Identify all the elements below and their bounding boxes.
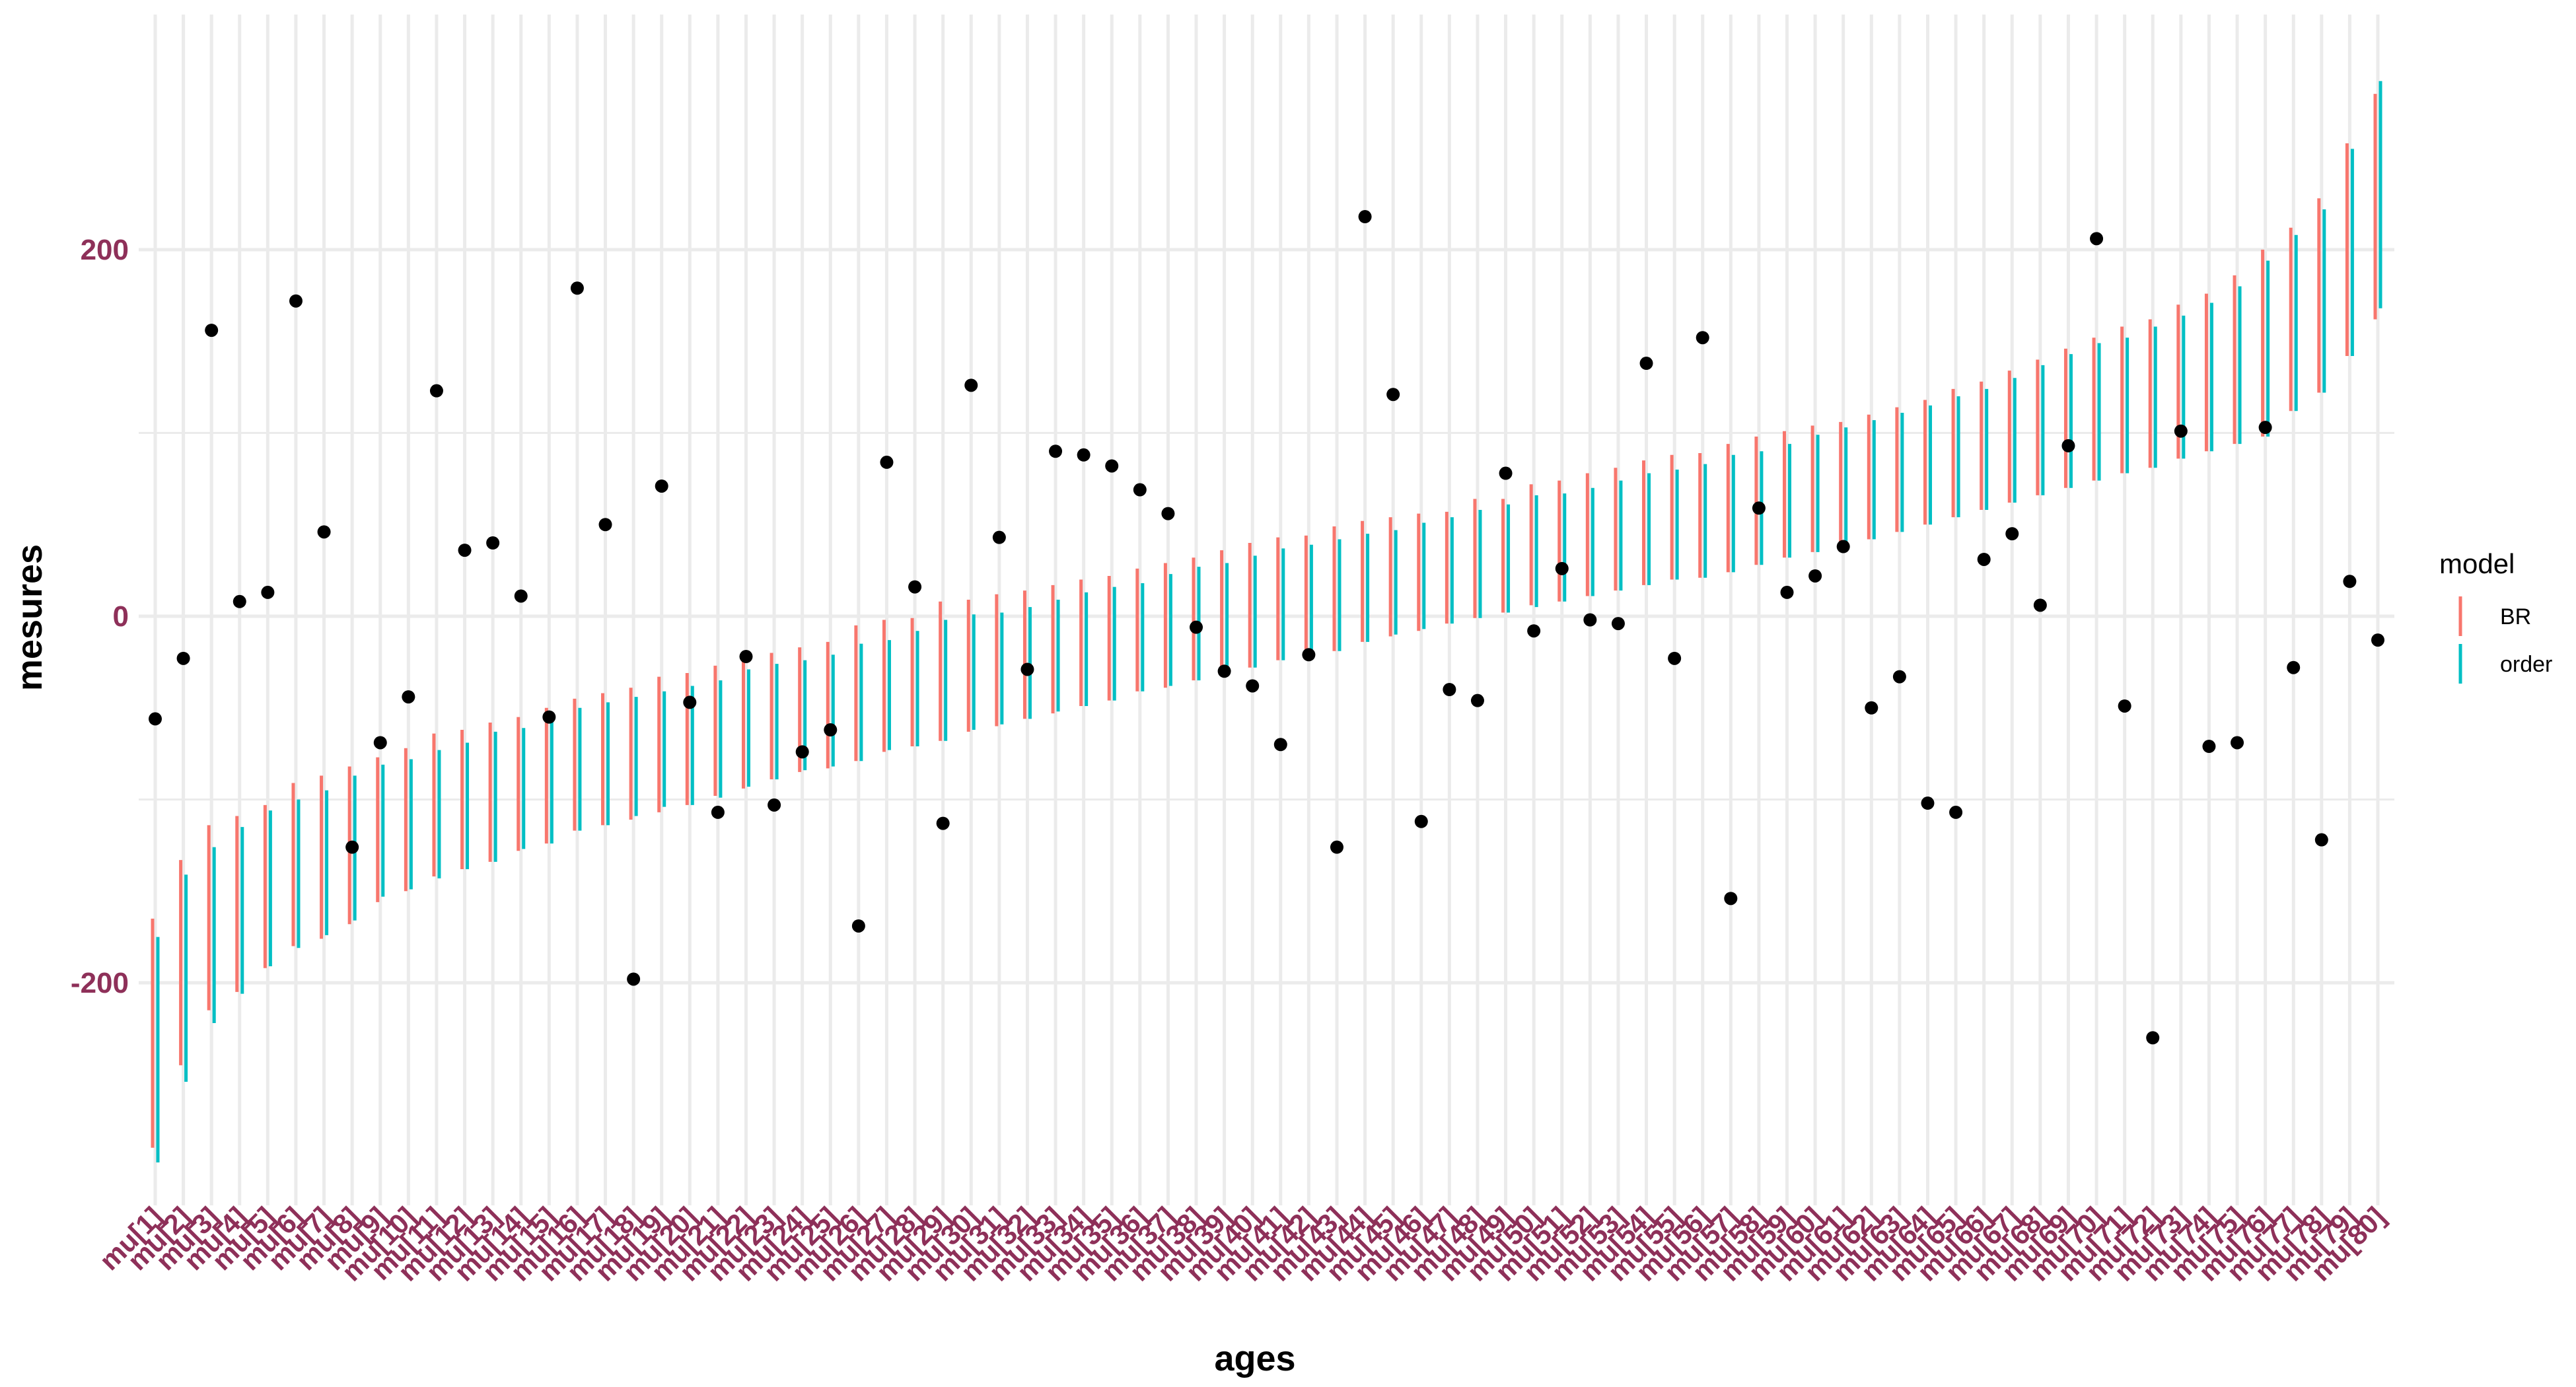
interval-bars: [151, 81, 2382, 1162]
data-point: [429, 384, 443, 398]
legend-items: BR order: [2458, 596, 2552, 684]
data-point: [486, 536, 500, 550]
legend-label-order: order: [2500, 652, 2552, 677]
data-point: [1133, 483, 1147, 497]
data-point: [2033, 598, 2047, 612]
data-point: [851, 919, 865, 933]
data-point: [1696, 331, 1709, 345]
data-point: [233, 594, 246, 608]
data-point: [1443, 683, 1456, 696]
data-point: [1555, 561, 1569, 575]
data-point: [824, 723, 838, 737]
data-point: [514, 589, 528, 603]
data-point: [1499, 466, 1513, 480]
data-point: [2343, 575, 2357, 588]
data-point: [683, 695, 697, 709]
legend-title: model: [2439, 548, 2515, 579]
data-point: [570, 281, 584, 295]
data-point: [1836, 540, 1850, 553]
data-point: [1865, 701, 1878, 715]
data-point: [205, 324, 219, 338]
data-point: [1752, 501, 1766, 515]
data-point: [2174, 424, 2188, 438]
data-point: [2371, 633, 2384, 647]
y-axis-ticks: -200 0 200: [71, 234, 129, 999]
data-point: [711, 805, 725, 819]
data-point: [2202, 740, 2216, 754]
data-point: [317, 525, 331, 539]
data-point: [1386, 388, 1400, 402]
data-point: [2314, 833, 2328, 847]
data-point: [1049, 445, 1063, 458]
data-point: [458, 544, 472, 557]
data-point: [1470, 694, 1484, 707]
data-point: [768, 798, 781, 812]
data-point: [542, 710, 556, 724]
data-point: [2231, 736, 2244, 750]
data-point: [1217, 664, 1231, 678]
data-point: [1273, 738, 1287, 752]
data-point: [2061, 439, 2075, 452]
data-point: [373, 736, 387, 750]
data-point: [1414, 814, 1428, 828]
data-point: [1668, 651, 1682, 665]
data-point: [1949, 805, 1963, 819]
data-point: [795, 745, 809, 759]
data-point: [1302, 648, 1316, 662]
x-axis-title: ages: [1214, 1339, 1295, 1378]
data-point: [992, 530, 1006, 544]
legend-label-br: BR: [2500, 604, 2531, 629]
data-point: [1077, 448, 1091, 462]
data-point: [2258, 421, 2272, 435]
data-point: [1808, 569, 1822, 583]
data-point: [149, 712, 162, 726]
data-point: [2146, 1031, 2160, 1045]
data-point: [345, 840, 359, 854]
observed-points: [149, 210, 2384, 1045]
data-point: [2090, 232, 2104, 246]
y-tick-label: 200: [81, 234, 129, 266]
data-point: [1977, 552, 1991, 566]
data-point: [402, 690, 415, 704]
data-point: [1330, 840, 1343, 854]
data-point: [880, 455, 894, 469]
y-tick-label: 0: [113, 600, 129, 633]
data-point: [1358, 210, 1372, 224]
data-point: [964, 378, 978, 392]
data-point: [261, 585, 275, 599]
data-point: [2005, 527, 2019, 541]
data-point: [1639, 357, 1653, 371]
data-point: [1246, 679, 1260, 693]
data-point: [908, 580, 922, 594]
data-point: [598, 518, 612, 532]
data-point: [1020, 662, 1034, 676]
data-point: [176, 651, 190, 665]
data-point: [1780, 585, 1794, 599]
x-axis-ticks: mu[1]mu[2]mu[3]mu[4]mu[5]mu[6]mu[7]mu[8]…: [93, 1201, 2391, 1287]
data-point: [1105, 459, 1119, 473]
data-point: [627, 972, 641, 986]
data-point: [289, 294, 303, 308]
data-point: [936, 816, 950, 830]
data-point: [2287, 660, 2301, 674]
data-point: [739, 650, 753, 664]
data-point: [1190, 620, 1203, 634]
data-point: [1527, 624, 1541, 638]
data-point: [1583, 613, 1597, 627]
data-point: [655, 479, 668, 493]
data-point: [1611, 617, 1625, 631]
data-point: [1724, 892, 1738, 906]
data-point: [1161, 507, 1175, 520]
data-point: [2118, 699, 2131, 713]
legend: model BR order: [2439, 548, 2552, 684]
grid-lines: [139, 15, 2394, 1205]
data-point: [1921, 797, 1935, 810]
y-tick-label: -200: [71, 967, 129, 999]
data-point: [1892, 670, 1906, 684]
y-axis-title: mesures: [10, 544, 50, 691]
